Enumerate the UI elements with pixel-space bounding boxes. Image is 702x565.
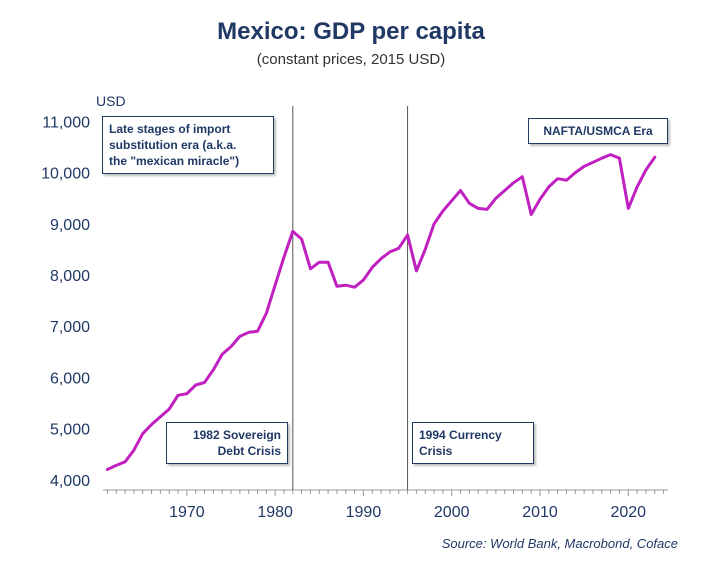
x-tick-label: 1970 <box>169 504 205 521</box>
event-lines <box>292 106 409 490</box>
y-tick-label: 10,000 <box>41 166 90 183</box>
x-tick-label: 1990 <box>346 504 382 521</box>
y-tick-label: 8,000 <box>50 268 90 285</box>
annotation-import-substitution: Late stages of import substitution era (… <box>102 116 274 174</box>
gdp-per-capita-line <box>105 153 657 471</box>
x-tick-label: 2000 <box>434 504 470 521</box>
chart-subtitle: (constant prices, 2015 USD) <box>256 51 446 68</box>
annotation-nafta: NAFTA/USMCA Era <box>528 118 668 144</box>
annotation-1982-crisis: 1982 Sovereign Debt Crisis <box>166 422 288 464</box>
y-axis: 4,000 5,000 6,000 7,000 8,000 9,000 10,000 11,0… <box>41 114 90 489</box>
y-tick-label: 4,000 <box>50 473 90 490</box>
y-axis-unit-label: USD <box>96 93 126 109</box>
chart-title: Mexico: GDP per capita <box>217 18 485 45</box>
y-tick-label: 11,000 <box>42 114 90 131</box>
series-group <box>105 153 657 471</box>
source-note: Source: World Bank, Macrobond, Coface <box>441 536 678 551</box>
annotation-1994-crisis: 1994 Currency Crisis <box>412 422 534 464</box>
y-tick-label: 6,000 <box>50 370 90 387</box>
x-tick-label: 2020 <box>610 504 646 521</box>
y-tick-label: 5,000 <box>50 422 90 439</box>
y-tick-label: 7,000 <box>50 319 90 336</box>
x-axis: 1970 1980 1990 2000 2010 2020 <box>106 490 665 521</box>
x-tick-label: 1980 <box>257 504 293 521</box>
y-tick-label: 9,000 <box>50 217 90 234</box>
x-tick-label: 2010 <box>522 504 558 521</box>
